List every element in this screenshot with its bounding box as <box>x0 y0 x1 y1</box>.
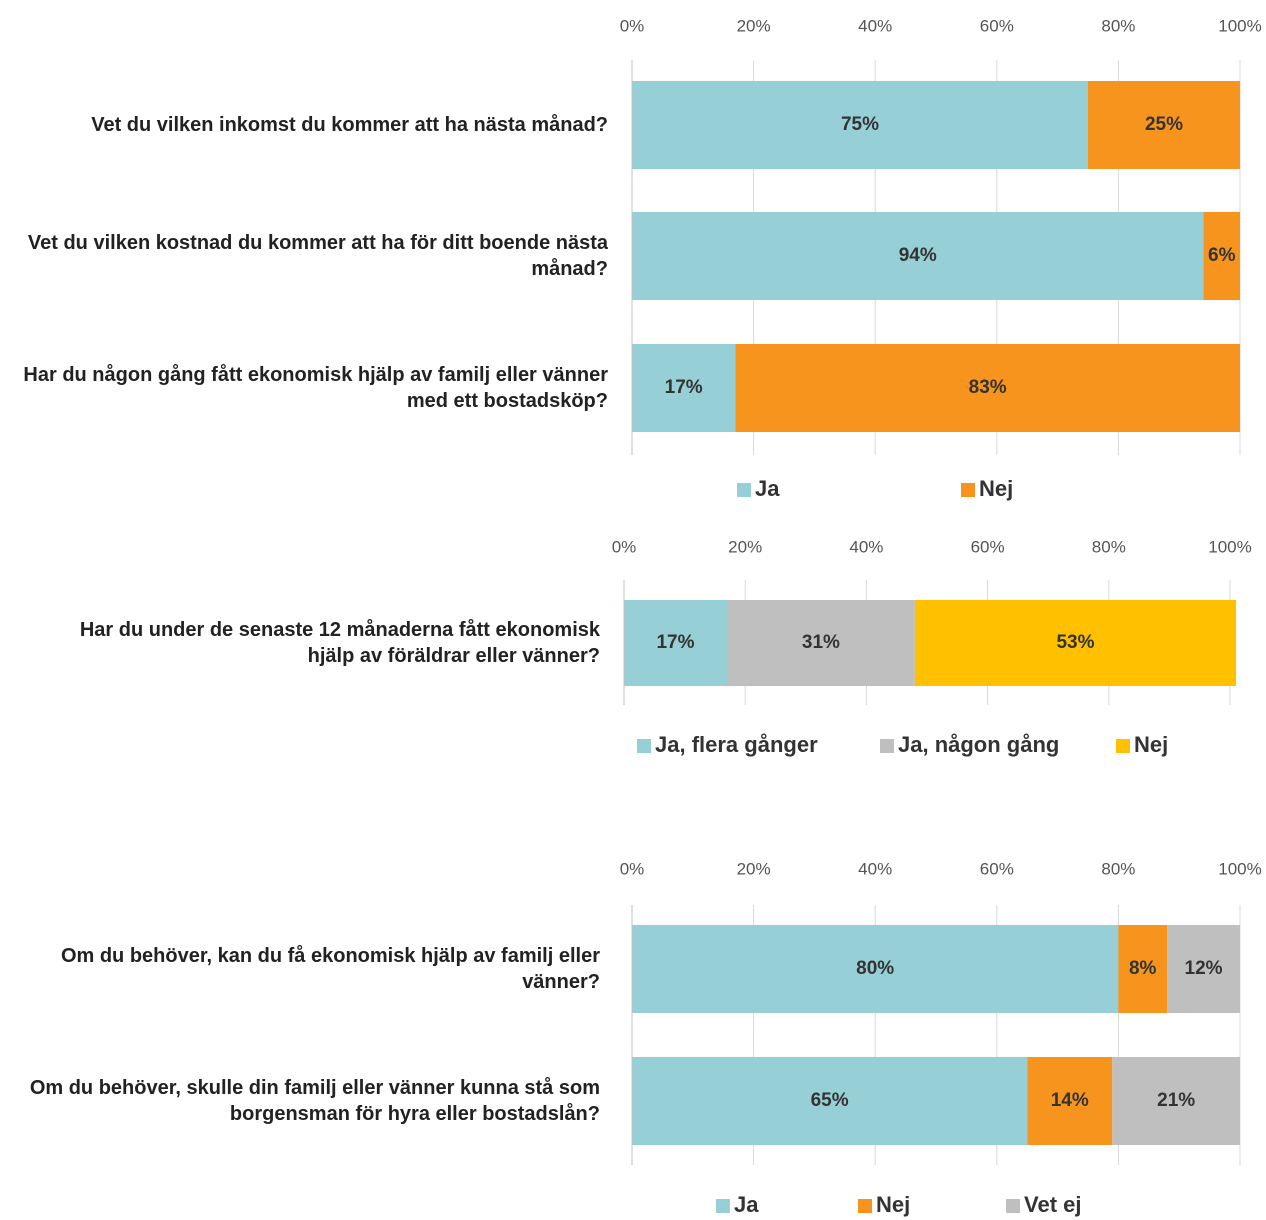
category-label-box: Har du under de senaste 12 månaderna fåt… <box>79 619 600 667</box>
bar-segment <box>632 925 1119 1013</box>
x-tick-label: 100% <box>1218 859 1261 878</box>
data-label: 31% <box>802 632 840 653</box>
legend-swatch <box>961 483 975 497</box>
category-label-box: Vet du vilken inkomst du kommer att ha n… <box>91 114 608 136</box>
legend-label: Nej <box>876 1192 910 1217</box>
category-label: Vet du vilken inkomst du kommer att ha n… <box>91 114 608 136</box>
x-tick-label: 80% <box>1101 16 1135 35</box>
bar-segment <box>1203 212 1240 300</box>
x-tick-label: 0% <box>612 537 637 556</box>
bar-segment <box>1167 925 1240 1013</box>
x-tick-label: 0% <box>620 859 645 878</box>
x-tick-label: 60% <box>980 16 1014 35</box>
bar-segment <box>727 600 915 686</box>
legend-swatch <box>858 1199 872 1213</box>
x-tick-label: 0% <box>620 16 645 35</box>
x-tick-label: 40% <box>849 537 883 556</box>
legend-swatch <box>737 483 751 497</box>
data-label: 21% <box>1157 1090 1195 1111</box>
category-label: Om du behöver, kan du få ekonomisk hjälp… <box>60 945 600 993</box>
bar-segment <box>624 600 728 686</box>
legend-label: Ja <box>755 476 780 501</box>
bar-segment <box>632 1057 1028 1145</box>
legend-label: Ja, flera gånger <box>655 732 818 757</box>
x-tick-label: 80% <box>1101 859 1135 878</box>
bar-segment <box>914 600 1237 686</box>
data-label: 6% <box>1208 245 1236 266</box>
legend-label: Nej <box>1134 732 1168 757</box>
data-label: 14% <box>1051 1090 1089 1111</box>
data-label: 17% <box>656 632 694 653</box>
legend-label: Nej <box>979 476 1013 501</box>
x-tick-label: 20% <box>737 16 771 35</box>
x-tick-label: 60% <box>980 859 1014 878</box>
category-label-box: Om du behöver, kan du få ekonomisk hjälp… <box>60 945 600 993</box>
bar-segment <box>1118 925 1168 1013</box>
x-tick-label: 80% <box>1092 537 1126 556</box>
x-tick-label: 100% <box>1218 16 1261 35</box>
bar-segment <box>632 212 1204 300</box>
bar-segment <box>1088 81 1240 169</box>
data-label: 65% <box>811 1090 849 1111</box>
legend-swatch <box>880 739 894 753</box>
category-label: Om du behöver, skulle din familj eller v… <box>29 1077 600 1125</box>
legend-label: Vet ej <box>1024 1192 1081 1217</box>
data-label: 80% <box>856 958 894 979</box>
data-label: 83% <box>969 377 1007 398</box>
data-label: 94% <box>899 245 937 266</box>
data-label: 12% <box>1185 958 1223 979</box>
legend-swatch <box>637 739 651 753</box>
category-label-box: Har du någon gång fått ekonomisk hjälp a… <box>23 364 608 412</box>
legend-swatch <box>1006 1199 1020 1213</box>
category-label-box: Vet du vilken kostnad du kommer att ha f… <box>27 232 608 280</box>
legend-label: Ja, någon gång <box>898 732 1059 757</box>
data-label: 75% <box>841 114 879 135</box>
legend-swatch <box>716 1199 730 1213</box>
bar-segment <box>1027 1057 1113 1145</box>
category-label: Har du någon gång fått ekonomisk hjälp a… <box>23 364 608 412</box>
x-tick-label: 20% <box>737 859 771 878</box>
data-label: 53% <box>1056 632 1094 653</box>
category-label-box: Om du behöver, skulle din familj eller v… <box>29 1077 600 1125</box>
x-tick-label: 20% <box>728 537 762 556</box>
legend-swatch <box>1116 739 1130 753</box>
bar-segment <box>632 344 736 432</box>
data-label: 8% <box>1129 958 1157 979</box>
x-tick-label: 40% <box>858 16 892 35</box>
x-tick-label: 100% <box>1208 537 1251 556</box>
category-label: Vet du vilken kostnad du kommer att ha f… <box>27 232 608 280</box>
bar-segment <box>1112 1057 1240 1145</box>
category-label: Har du under de senaste 12 månaderna fåt… <box>79 619 600 667</box>
bar-segment <box>632 81 1088 169</box>
data-label: 17% <box>665 377 703 398</box>
data-label: 25% <box>1145 114 1183 135</box>
legend-label: Ja <box>734 1192 759 1217</box>
x-tick-label: 40% <box>858 859 892 878</box>
x-tick-label: 60% <box>971 537 1005 556</box>
bar-segment <box>735 344 1240 432</box>
